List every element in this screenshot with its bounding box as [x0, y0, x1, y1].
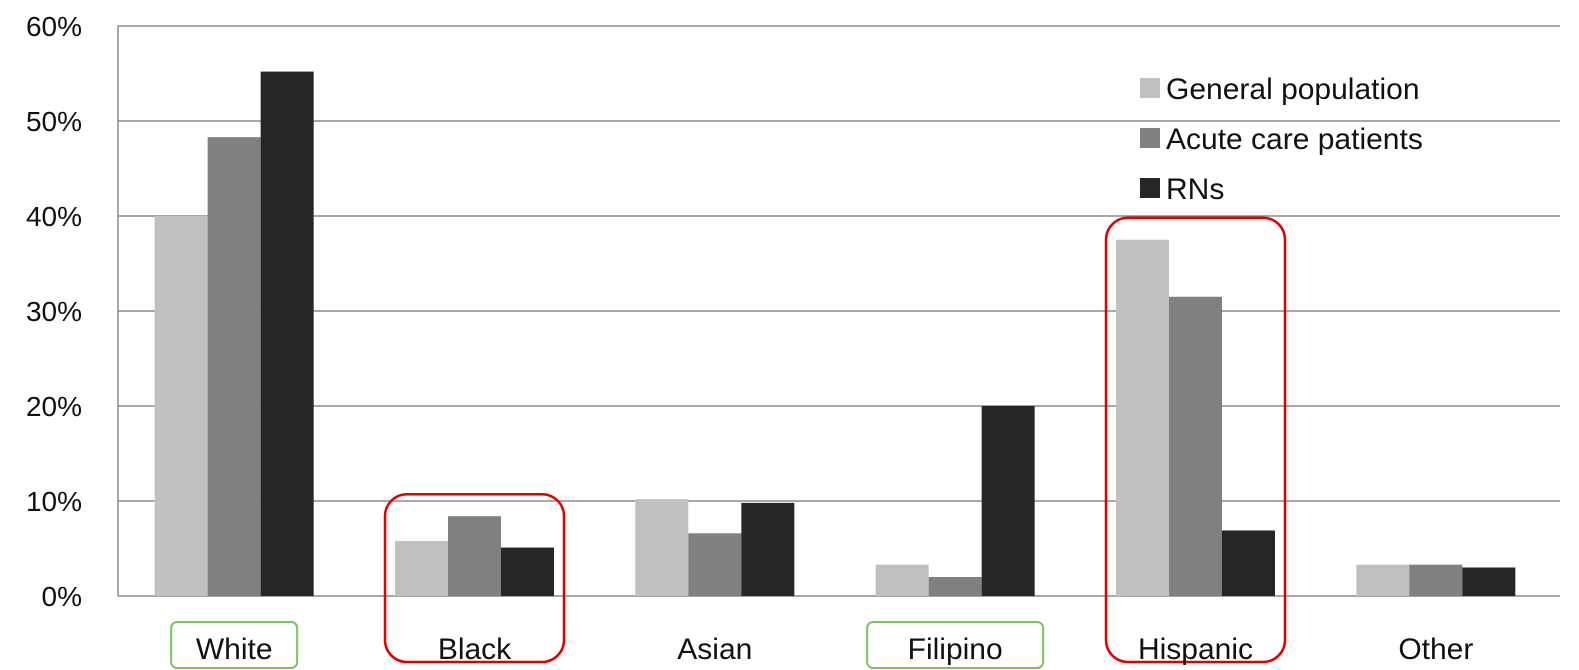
x-tick-label-filipino: Filipino — [908, 633, 1003, 666]
bar-hispanic-general-population — [1116, 240, 1169, 596]
x-tick-label-black: Black — [438, 633, 512, 666]
legend-swatch — [1140, 128, 1160, 148]
y-tick-label: 40% — [26, 201, 82, 232]
bar-filipino-rns — [982, 406, 1035, 596]
bar-other-general-population — [1356, 565, 1409, 596]
bar-black-acute-care-patients — [448, 516, 501, 596]
bar-black-general-population — [395, 541, 448, 596]
bar-asian-acute-care-patients — [688, 533, 741, 596]
legend-swatch — [1140, 178, 1160, 198]
bar-black-rns — [501, 548, 554, 596]
gridlines — [118, 26, 1560, 596]
legend-label: RNs — [1166, 173, 1224, 206]
bar-filipino-general-population — [876, 565, 929, 596]
bar-asian-rns — [741, 503, 794, 596]
y-tick-label: 30% — [26, 296, 82, 327]
legend-swatch — [1140, 78, 1160, 98]
bar-hispanic-rns — [1222, 530, 1275, 596]
bar-white-acute-care-patients — [208, 137, 261, 596]
x-tick-label-other: Other — [1398, 633, 1473, 666]
y-axis-ticks: 0% 10% 20% 30% 40% 50% 60% — [26, 11, 82, 612]
y-tick-label: 0% — [42, 581, 82, 612]
y-tick-label: 50% — [26, 106, 82, 137]
legend-label: General population — [1166, 73, 1420, 106]
x-tick-label-white: White — [196, 633, 273, 666]
x-tick-label-hispanic: Hispanic — [1138, 633, 1253, 666]
y-tick-label: 60% — [26, 11, 82, 42]
bar-filipino-acute-care-patients — [929, 577, 982, 596]
bar-asian-general-population — [635, 499, 688, 596]
y-tick-label: 20% — [26, 391, 82, 422]
bar-white-general-population — [155, 216, 208, 596]
bar-hispanic-acute-care-patients — [1169, 297, 1222, 596]
x-tick-label-asian: Asian — [677, 633, 752, 666]
bar-other-rns — [1462, 568, 1515, 597]
y-tick-label: 10% — [26, 486, 82, 517]
legend-label: Acute care patients — [1166, 123, 1423, 156]
legend: General population Acute care patients RNs — [1140, 73, 1423, 206]
bar-other-acute-care-patients — [1409, 565, 1462, 596]
bar-white-rns — [261, 72, 314, 596]
